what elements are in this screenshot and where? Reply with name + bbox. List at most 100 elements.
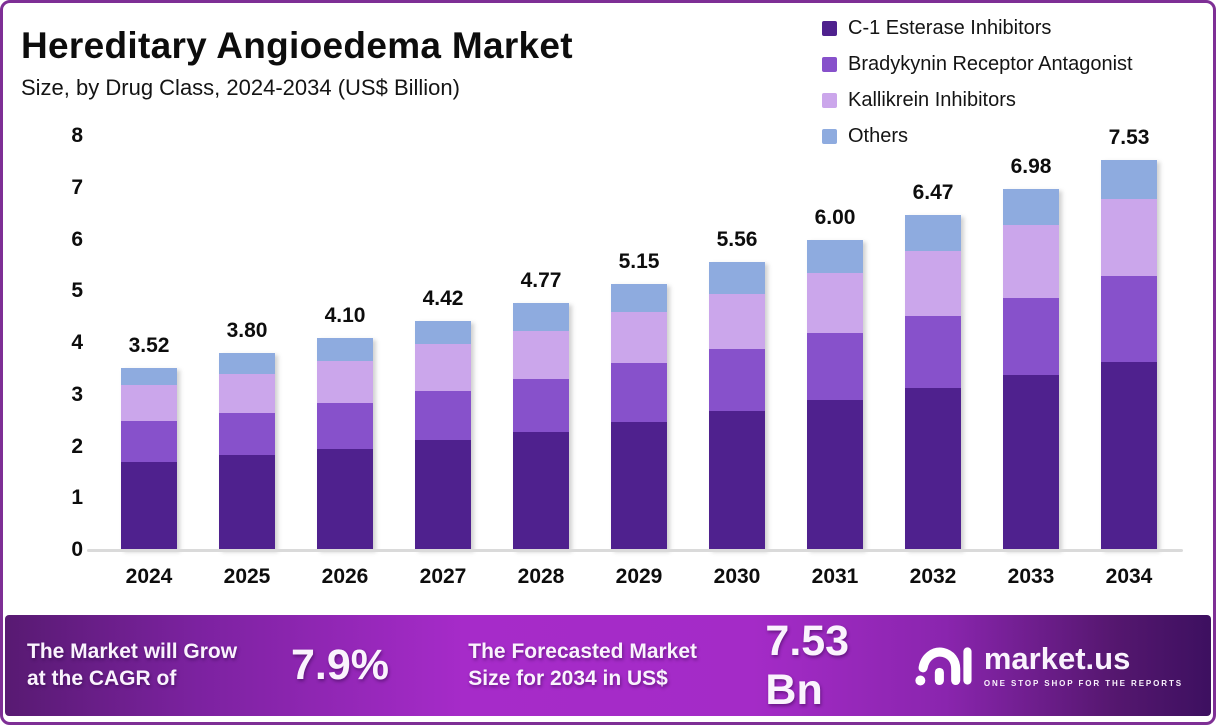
legend-swatch-others bbox=[822, 129, 837, 144]
segment-bradykynin-receptor-antagonist-2027 bbox=[415, 391, 471, 441]
y-tick-8: 8 bbox=[71, 124, 83, 147]
x-tick-2029: 2029 bbox=[615, 565, 663, 588]
bar-total-label-2030: 5.56 bbox=[716, 228, 758, 252]
segment-c-1-esterase-inhibitors-2024 bbox=[121, 461, 177, 550]
segment-kallikrein-inhibitors-2032 bbox=[905, 251, 961, 317]
segment-bradykynin-receptor-antagonist-2032 bbox=[905, 316, 961, 389]
legend-label: Kallikrein Inhibitors bbox=[848, 89, 1016, 111]
segment-kallikrein-inhibitors-2026 bbox=[317, 361, 373, 403]
segment-c-1-esterase-inhibitors-2031 bbox=[807, 400, 863, 550]
bar-total-label-2028: 4.77 bbox=[520, 269, 562, 293]
segment-kallikrein-inhibitors-2034 bbox=[1101, 199, 1157, 276]
bar-2028 bbox=[513, 303, 569, 550]
bar-2025 bbox=[219, 353, 275, 550]
bar-2034 bbox=[1101, 160, 1157, 550]
segment-others-2028 bbox=[513, 303, 569, 332]
bar-2030 bbox=[709, 262, 765, 550]
segment-bradykynin-receptor-antagonist-2026 bbox=[317, 402, 373, 449]
y-tick-5: 5 bbox=[71, 279, 83, 303]
segment-kallikrein-inhibitors-2025 bbox=[219, 374, 275, 414]
legend-item-c-1-esterase-inhibitors: C-1 Esterase Inhibitors bbox=[822, 17, 1133, 40]
y-tick-7: 7 bbox=[71, 175, 83, 199]
bar-column-2026: 4.10 bbox=[296, 136, 394, 550]
bar-2024 bbox=[121, 367, 177, 550]
y-tick-1: 1 bbox=[71, 486, 83, 510]
forecast-value: 7.53 Bn bbox=[765, 616, 850, 714]
x-tick-2027: 2027 bbox=[419, 565, 467, 588]
x-tick-2026: 2026 bbox=[321, 565, 369, 588]
footer-banner: The Market will Grow at the CAGR of 7.9%… bbox=[5, 615, 1211, 716]
bar-column-2025: 3.80 bbox=[198, 136, 296, 550]
segment-c-1-esterase-inhibitors-2034 bbox=[1101, 362, 1157, 550]
segment-kallikrein-inhibitors-2027 bbox=[415, 344, 471, 392]
segment-c-1-esterase-inhibitors-2029 bbox=[611, 422, 667, 550]
bar-column-2034: 7.53 bbox=[1080, 126, 1178, 550]
segment-bradykynin-receptor-antagonist-2024 bbox=[121, 421, 177, 462]
segment-others-2034 bbox=[1101, 160, 1157, 200]
legend-item-others: Others bbox=[822, 125, 1133, 148]
legend-item-bradykynin-receptor-antagonist: Bradykynin Receptor Antagonist bbox=[822, 53, 1133, 76]
x-tick-2028: 2028 bbox=[517, 565, 565, 588]
bar-column-2031: 6.00 bbox=[786, 136, 884, 550]
bar-total-label-2032: 6.47 bbox=[912, 181, 954, 205]
x-tick-2024: 2024 bbox=[125, 565, 173, 588]
y-tick-0: 0 bbox=[71, 538, 83, 561]
y-axis: 0 1 2 3 4 5 6 7 8 bbox=[37, 124, 83, 561]
brand-tagline: ONE STOP SHOP FOR THE REPORTS bbox=[983, 679, 1183, 688]
y-tick-6: 6 bbox=[71, 227, 83, 251]
bar-column-2024: 3.52 bbox=[100, 136, 198, 550]
segment-c-1-esterase-inhibitors-2033 bbox=[1003, 375, 1059, 550]
bar-total-label-2024: 3.52 bbox=[128, 333, 170, 357]
segment-bradykynin-receptor-antagonist-2031 bbox=[807, 333, 863, 401]
bar-column-2032: 6.47 bbox=[884, 136, 982, 550]
segment-others-2029 bbox=[611, 283, 667, 312]
segment-c-1-esterase-inhibitors-2032 bbox=[905, 388, 961, 550]
bar-2026 bbox=[317, 337, 373, 550]
bar-total-label-2026: 4.10 bbox=[324, 303, 366, 327]
title-block: Hereditary Angioedema Market Size, by Dr… bbox=[21, 25, 573, 101]
x-tick-2032: 2032 bbox=[909, 565, 957, 588]
segment-c-1-esterase-inhibitors-2028 bbox=[513, 431, 569, 550]
x-tick-2025: 2025 bbox=[223, 565, 271, 588]
bar-column-2028: 4.77 bbox=[492, 136, 590, 550]
x-axis: 2024 2025 2026 2027 2028 2029 2030 2031 2032 2033… bbox=[100, 565, 1178, 595]
bar-2032 bbox=[905, 215, 961, 550]
x-tick-2034: 2034 bbox=[1105, 565, 1153, 588]
x-axis-baseline bbox=[87, 549, 1183, 552]
bar-2027 bbox=[415, 321, 471, 550]
x-tick-2033: 2033 bbox=[1007, 565, 1055, 588]
bar-total-label-2027: 4.42 bbox=[422, 287, 464, 311]
legend-label: Others bbox=[848, 125, 909, 147]
segment-bradykynin-receptor-antagonist-2029 bbox=[611, 363, 667, 423]
legend-label: C-1 Esterase Inhibitors bbox=[848, 17, 1052, 39]
segment-c-1-esterase-inhibitors-2026 bbox=[317, 448, 373, 550]
bar-total-label-2031: 6.00 bbox=[814, 205, 856, 229]
legend-swatch-bradykynin-receptor-antagonist bbox=[822, 57, 837, 72]
segment-bradykynin-receptor-antagonist-2030 bbox=[709, 349, 765, 412]
y-tick-4: 4 bbox=[71, 331, 83, 354]
legend-label: Bradykynin Receptor Antagonist bbox=[848, 53, 1133, 75]
segment-others-2032 bbox=[905, 215, 961, 252]
market-us-swirl-icon bbox=[915, 646, 972, 685]
segment-c-1-esterase-inhibitors-2030 bbox=[709, 411, 765, 550]
segment-others-2031 bbox=[807, 239, 863, 273]
bar-total-label-2034: 7.53 bbox=[1108, 126, 1150, 150]
segment-kallikrein-inhibitors-2029 bbox=[611, 311, 667, 364]
brand-logo: market.us ONE STOP SHOP FOR THE REPORTS bbox=[914, 641, 1183, 691]
y-tick-3: 3 bbox=[71, 382, 83, 406]
segment-bradykynin-receptor-antagonist-2028 bbox=[513, 379, 569, 432]
segment-kallikrein-inhibitors-2031 bbox=[807, 272, 863, 334]
segment-kallikrein-inhibitors-2030 bbox=[709, 293, 765, 350]
bar-2031 bbox=[807, 239, 863, 550]
segment-kallikrein-inhibitors-2033 bbox=[1003, 224, 1059, 298]
segment-bradykynin-receptor-antagonist-2033 bbox=[1003, 298, 1059, 376]
bar-column-2033: 6.98 bbox=[982, 136, 1080, 550]
bar-total-label-2033: 6.98 bbox=[1010, 154, 1052, 178]
segment-kallikrein-inhibitors-2028 bbox=[513, 331, 569, 380]
bar-2029 bbox=[611, 283, 667, 550]
bar-2033 bbox=[1003, 188, 1059, 550]
segment-c-1-esterase-inhibitors-2027 bbox=[415, 440, 471, 550]
bar-column-2027: 4.42 bbox=[394, 136, 492, 550]
x-tick-2030: 2030 bbox=[713, 565, 761, 588]
